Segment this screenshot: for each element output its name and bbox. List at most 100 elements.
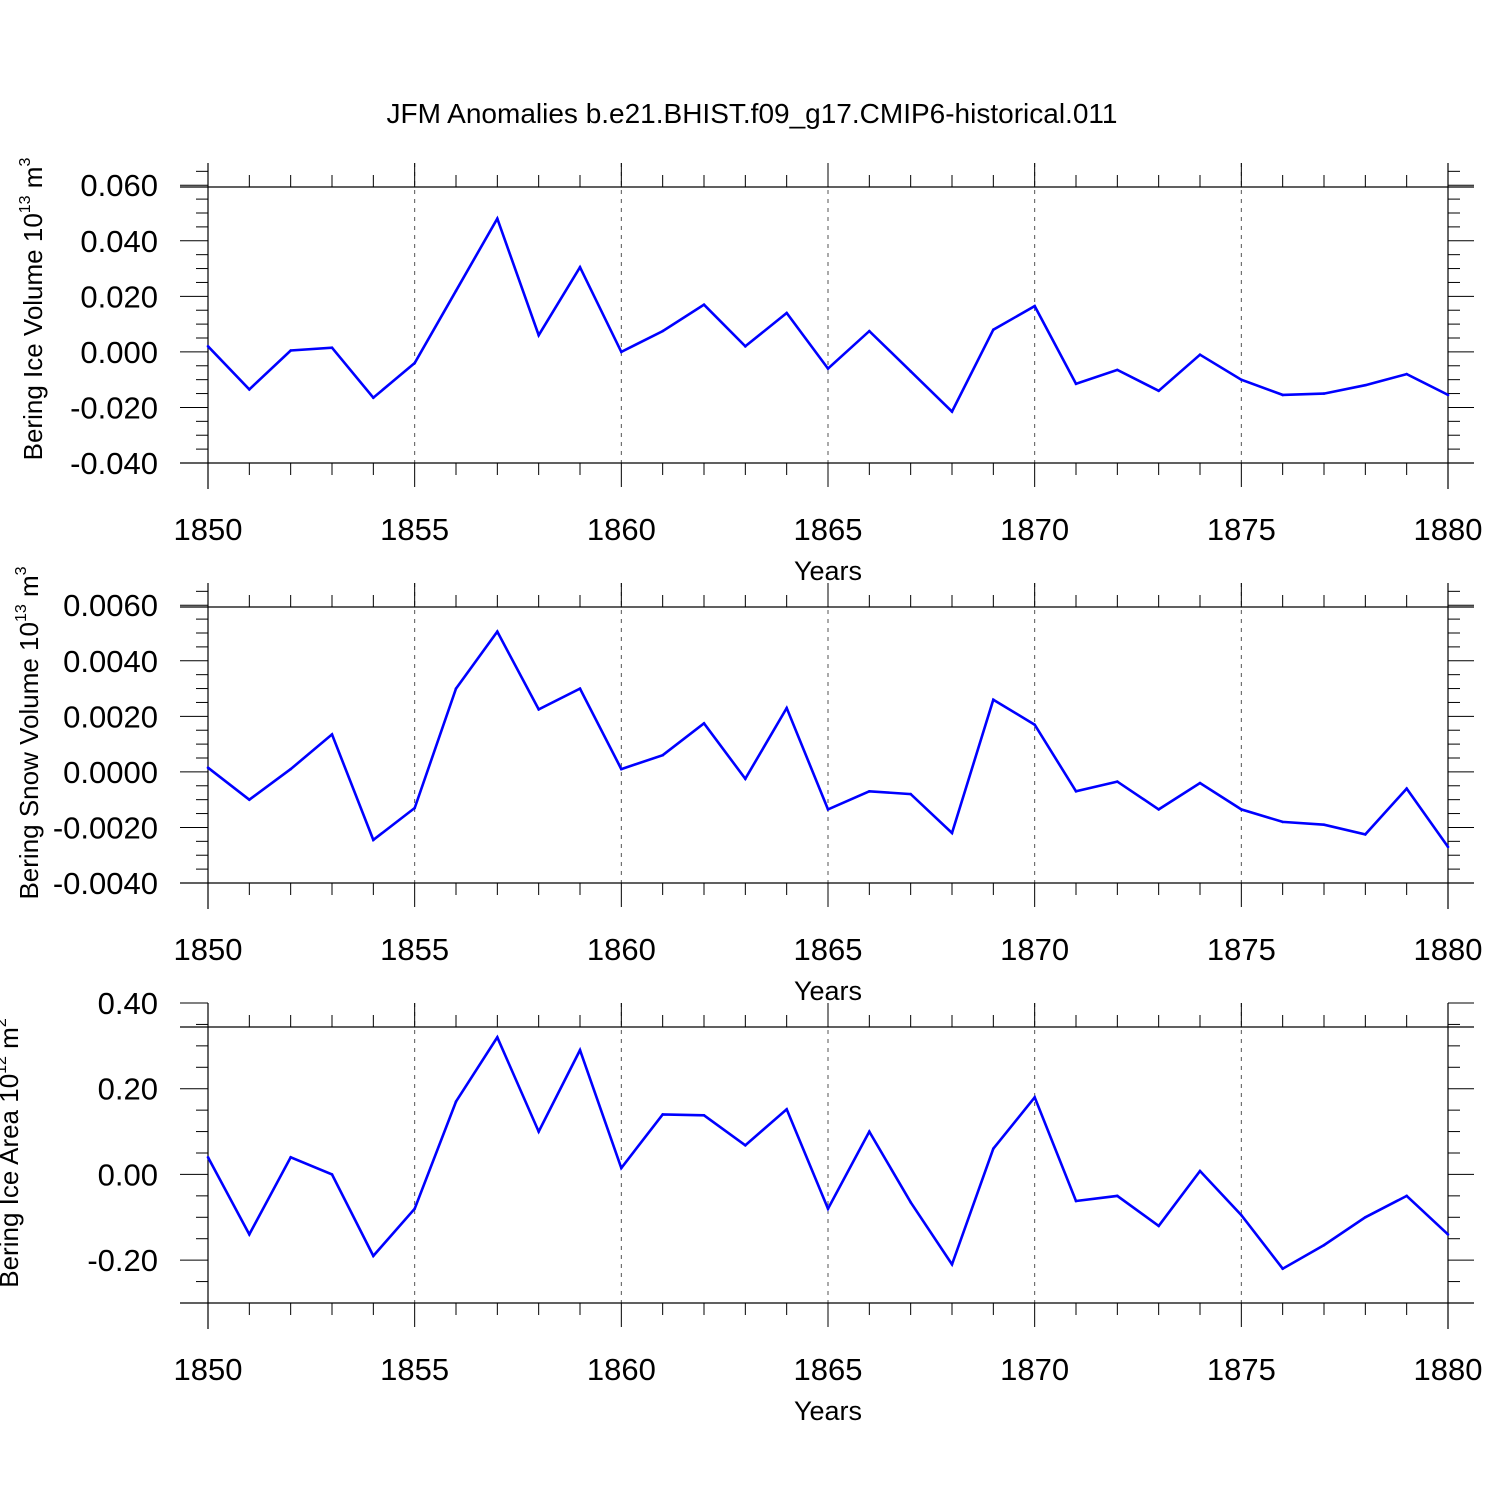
data-point xyxy=(1364,1215,1367,1219)
data-point xyxy=(289,767,292,771)
data-point xyxy=(1446,845,1450,849)
y-axis-label-exp: 13 xyxy=(17,195,34,213)
x-tick-label: 1865 xyxy=(794,512,863,547)
data-point xyxy=(1240,378,1243,381)
data-point xyxy=(537,708,540,711)
x-tick-label: 1855 xyxy=(380,932,449,967)
y-tick-label: -0.20 xyxy=(87,1243,158,1278)
y-axis-label-exp: 12 xyxy=(0,1056,10,1074)
y-axis-label-unit: m xyxy=(18,167,48,196)
y-axis-label-text: Bering Ice Volume 10 xyxy=(18,213,48,460)
data-point xyxy=(454,687,458,690)
data-point xyxy=(1281,820,1284,824)
data-point xyxy=(909,370,912,373)
y-axis-label: Bering Snow Volume 1013 m3 xyxy=(13,566,44,899)
y-axis-label-unit: m xyxy=(0,1027,24,1056)
y-axis-label: Bering Ice Volume 1013 m3 xyxy=(17,158,48,461)
x-axis-label: Years xyxy=(794,556,862,586)
data-point xyxy=(826,808,830,811)
data-point xyxy=(1405,1194,1408,1198)
data-point xyxy=(330,1173,334,1176)
data-point xyxy=(1074,1199,1078,1203)
data-point xyxy=(1240,1213,1243,1217)
data-point xyxy=(950,831,954,835)
data-point xyxy=(702,303,706,306)
y-tick-label: 0.000 xyxy=(80,335,158,370)
data-point xyxy=(1281,1267,1284,1271)
data-point xyxy=(1033,304,1036,308)
data-point xyxy=(992,698,995,701)
y-axis-label: Bering Ice Area 1012 m2 xyxy=(0,1018,24,1288)
data-point xyxy=(1198,1169,1202,1173)
data-point xyxy=(413,806,416,810)
data-point xyxy=(1240,808,1243,811)
data-point xyxy=(578,687,582,690)
y-tick-label: 0.0060 xyxy=(63,588,158,623)
y-tick-label: 0.00 xyxy=(98,1157,158,1192)
data-point xyxy=(620,1166,623,1170)
data-point xyxy=(744,345,747,348)
data-point xyxy=(1322,823,1326,826)
x-axis-label: Years xyxy=(794,1396,862,1426)
data-point xyxy=(330,733,334,736)
x-tick-label: 1865 xyxy=(794,932,863,967)
data-point xyxy=(372,838,375,842)
data-point xyxy=(702,1113,706,1117)
data-point xyxy=(578,1048,582,1052)
data-point xyxy=(992,328,995,331)
data-point xyxy=(1157,1224,1160,1228)
data-point xyxy=(1116,1194,1119,1198)
x-tick-label: 1875 xyxy=(1207,1352,1276,1387)
data-point xyxy=(1033,1095,1036,1099)
data-point xyxy=(496,217,499,220)
data-point xyxy=(661,1113,664,1116)
x-tick-label: 1875 xyxy=(1207,932,1276,967)
data-point xyxy=(620,767,623,771)
data-point xyxy=(206,1155,210,1159)
y-axis-label-text: Bering Snow Volume 10 xyxy=(14,622,44,900)
x-tick-label: 1850 xyxy=(174,512,243,547)
data-point xyxy=(1198,781,1202,785)
data-point xyxy=(826,367,830,370)
data-point xyxy=(868,1130,871,1133)
data-point xyxy=(248,388,251,391)
y-tick-label: 0.060 xyxy=(80,168,158,203)
y-tick-label: 0.20 xyxy=(98,1072,158,1107)
data-point xyxy=(454,289,458,293)
data-point xyxy=(785,1107,788,1111)
data-point xyxy=(289,349,292,352)
data-point xyxy=(1364,833,1367,836)
data-point xyxy=(372,1254,375,1258)
x-tick-label: 1880 xyxy=(1414,1352,1483,1387)
data-point xyxy=(1322,1243,1326,1247)
panels: 0.060 0.040 0.020 0.000 -0.020 -0.040 1850 1855… xyxy=(0,158,1482,1426)
data-point xyxy=(826,1207,830,1211)
data-point xyxy=(206,766,210,770)
data-point xyxy=(372,396,375,400)
data-point xyxy=(1116,780,1119,783)
series-line xyxy=(206,1034,1449,1271)
panel-1: 0.060 0.040 0.020 0.000 -0.020 -0.040 1850 1855… xyxy=(17,158,1482,586)
x-tick-label: 1860 xyxy=(587,932,656,967)
x-tick-label: 1870 xyxy=(1000,512,1069,547)
data-point xyxy=(661,753,664,757)
data-point xyxy=(702,721,706,725)
data-point xyxy=(496,630,499,633)
x-tick-label: 1855 xyxy=(380,512,449,547)
data-point xyxy=(1281,393,1284,397)
data-point xyxy=(578,265,582,269)
data-point xyxy=(909,1200,912,1204)
x-tick-label: 1865 xyxy=(794,1352,863,1387)
data-point xyxy=(454,1100,458,1103)
data-point xyxy=(248,1233,251,1236)
data-point xyxy=(289,1155,292,1159)
y-tick-label: 0.020 xyxy=(80,279,158,314)
data-point xyxy=(1074,382,1078,386)
y-tick-label: -0.040 xyxy=(70,446,158,481)
y-axis-label-text: Bering Ice Area 10 xyxy=(0,1074,24,1288)
x-tick-label: 1870 xyxy=(1000,1352,1069,1387)
data-point xyxy=(1446,393,1450,397)
data-point xyxy=(1116,368,1119,372)
data-point xyxy=(537,1130,540,1133)
data-point xyxy=(868,790,871,793)
